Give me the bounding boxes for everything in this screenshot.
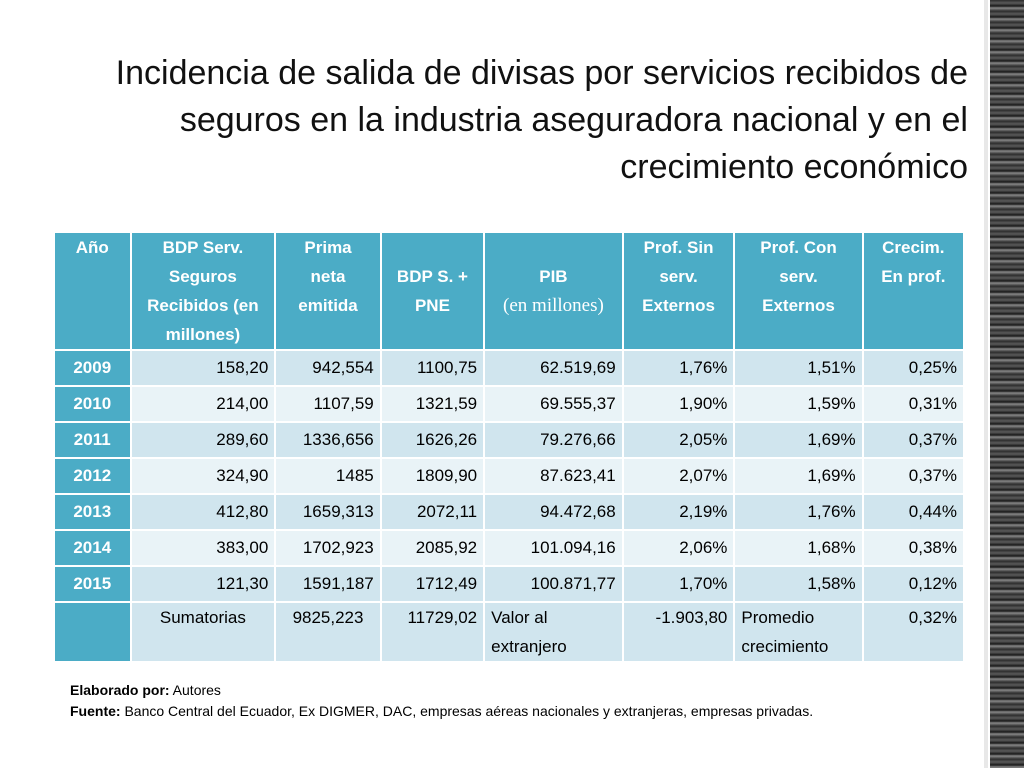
year-cell: 2015 bbox=[55, 567, 130, 601]
con-cell: 1,51% bbox=[735, 351, 862, 385]
crec-cell: 0,37% bbox=[863, 423, 963, 457]
summary-valor-label: Valor al extranjero bbox=[485, 603, 622, 661]
bdps-cell: 1321,59 bbox=[381, 387, 484, 421]
bdps-cell: 2072,11 bbox=[381, 495, 484, 529]
prima-cell: 942,554 bbox=[276, 351, 380, 385]
pib-cell: 87.623,41 bbox=[485, 459, 622, 493]
bdps-cell: 1100,75 bbox=[381, 351, 484, 385]
table-row: 2010 214,00 1107,59 1321,59 69.555,37 1,90% 1,… bbox=[55, 387, 963, 421]
summary-row: Sumatorias 9825,223 11729,02 Valor al ext… bbox=[55, 603, 963, 661]
sin-cell: 1,76% bbox=[623, 351, 734, 385]
bdp-cell: 324,90 bbox=[131, 459, 275, 493]
con-cell: 1,59% bbox=[735, 387, 862, 421]
footer-fuente: Fuente: Banco Central del Ecuador, Ex DI… bbox=[70, 703, 814, 719]
bdp-cell: 412,80 bbox=[131, 495, 275, 529]
page-title: Incidencia de salida de divisas por serv… bbox=[40, 50, 968, 191]
crec-cell: 0,12% bbox=[863, 567, 963, 601]
pib-cell: 94.472,68 bbox=[485, 495, 622, 529]
header-prima-neta: Prima neta emitida bbox=[276, 233, 380, 349]
prima-cell: 1107,59 bbox=[276, 387, 380, 421]
bdp-cell: 158,20 bbox=[131, 351, 275, 385]
footer-notes: Elaborado por: Autores Fuente: Banco Cen… bbox=[70, 680, 813, 722]
header-pib: PIB (en millones) bbox=[485, 233, 622, 349]
pib-cell: 62.519,69 bbox=[485, 351, 622, 385]
header-prof-con-serv: Prof. Con serv. Externos bbox=[735, 233, 862, 349]
bdps-cell: 1809,90 bbox=[381, 459, 484, 493]
crec-cell: 0,37% bbox=[863, 459, 963, 493]
table-body: 2009 158,20 942,554 1100,75 62.519,69 1,76% 1,… bbox=[55, 351, 963, 661]
header-prof-sin-serv: Prof. Sin serv. Externos bbox=[623, 233, 734, 349]
prima-cell: 1336,656 bbox=[276, 423, 380, 457]
con-cell: 1,76% bbox=[735, 495, 862, 529]
sin-cell: 2,19% bbox=[623, 495, 734, 529]
con-cell: 1,58% bbox=[735, 567, 862, 601]
year-cell: 2014 bbox=[55, 531, 130, 565]
year-cell: 2010 bbox=[55, 387, 130, 421]
year-cell: 2011 bbox=[55, 423, 130, 457]
summary-valor: -1.903,80 bbox=[623, 603, 734, 661]
crec-cell: 0,38% bbox=[863, 531, 963, 565]
footer-elaborado: Elaborado por: Autores bbox=[70, 682, 221, 698]
table-row: 2014 383,00 1702,923 2085,92 101.094,16 2,06%… bbox=[55, 531, 963, 565]
header-bdp-servicios: BDP Serv. Seguros Recibidos (en millones) bbox=[131, 233, 275, 349]
pib-cell: 101.094,16 bbox=[485, 531, 622, 565]
bdp-cell: 121,30 bbox=[131, 567, 275, 601]
header-year: Año bbox=[55, 233, 130, 349]
pib-cell: 100.871,77 bbox=[485, 567, 622, 601]
con-cell: 1,69% bbox=[735, 459, 862, 493]
sin-cell: 2,05% bbox=[623, 423, 734, 457]
header-crecim-prof: Crecim. En prof. bbox=[863, 233, 963, 349]
con-cell: 1,69% bbox=[735, 423, 862, 457]
bdp-cell: 383,00 bbox=[131, 531, 275, 565]
summary-prima: 9825,223 bbox=[276, 603, 380, 661]
year-cell: 2009 bbox=[55, 351, 130, 385]
summary-bdps: 11729,02 bbox=[381, 603, 484, 661]
table-row: 2012 324,90 1485 1809,90 87.623,41 2,07% 1,69%… bbox=[55, 459, 963, 493]
title-line-3: crecimiento económico bbox=[620, 148, 968, 186]
table-row: 2013 412,80 1659,313 2072,11 94.472,68 2,19% 1… bbox=[55, 495, 963, 529]
decorative-side-strip bbox=[984, 0, 1024, 768]
summary-empty-cell bbox=[55, 603, 130, 661]
title-line-2: seguros en la industria aseguradora naci… bbox=[179, 101, 968, 139]
bdp-cell: 214,00 bbox=[131, 387, 275, 421]
table-row: 2015 121,30 1591,187 1712,49 100.871,77 1,70%… bbox=[55, 567, 963, 601]
prima-cell: 1485 bbox=[276, 459, 380, 493]
header-bdp-pne: BDP S. + PNE bbox=[381, 233, 484, 349]
prima-cell: 1591,187 bbox=[276, 567, 380, 601]
prima-cell: 1659,313 bbox=[276, 495, 380, 529]
sin-cell: 2,07% bbox=[623, 459, 734, 493]
prima-cell: 1702,923 bbox=[276, 531, 380, 565]
bdps-cell: 1626,26 bbox=[381, 423, 484, 457]
table-header-row: Año BDP Serv. Seguros Recibidos (en millone… bbox=[55, 233, 963, 349]
data-table: Año BDP Serv. Seguros Recibidos (en millone… bbox=[53, 231, 965, 663]
sin-cell: 1,70% bbox=[623, 567, 734, 601]
summary-label: Sumatorias bbox=[131, 603, 275, 661]
sin-cell: 1,90% bbox=[623, 387, 734, 421]
title-line-1: Incidencia de salida de divisas por serv… bbox=[115, 54, 968, 92]
crec-cell: 0,44% bbox=[863, 495, 963, 529]
sin-cell: 2,06% bbox=[623, 531, 734, 565]
year-cell: 2013 bbox=[55, 495, 130, 529]
bdps-cell: 1712,49 bbox=[381, 567, 484, 601]
con-cell: 1,68% bbox=[735, 531, 862, 565]
table-row: 2009 158,20 942,554 1100,75 62.519,69 1,76% 1,… bbox=[55, 351, 963, 385]
summary-promedio-label: Promedio crecimiento bbox=[735, 603, 862, 661]
year-cell: 2012 bbox=[55, 459, 130, 493]
pib-cell: 69.555,37 bbox=[485, 387, 622, 421]
crec-cell: 0,25% bbox=[863, 351, 963, 385]
pib-cell: 79.276,66 bbox=[485, 423, 622, 457]
bdp-cell: 289,60 bbox=[131, 423, 275, 457]
crec-cell: 0,31% bbox=[863, 387, 963, 421]
bdps-cell: 2085,92 bbox=[381, 531, 484, 565]
table-row: 2011 289,60 1336,656 1626,26 79.276,66 2,05% 1… bbox=[55, 423, 963, 457]
summary-promedio: 0,32% bbox=[863, 603, 963, 661]
